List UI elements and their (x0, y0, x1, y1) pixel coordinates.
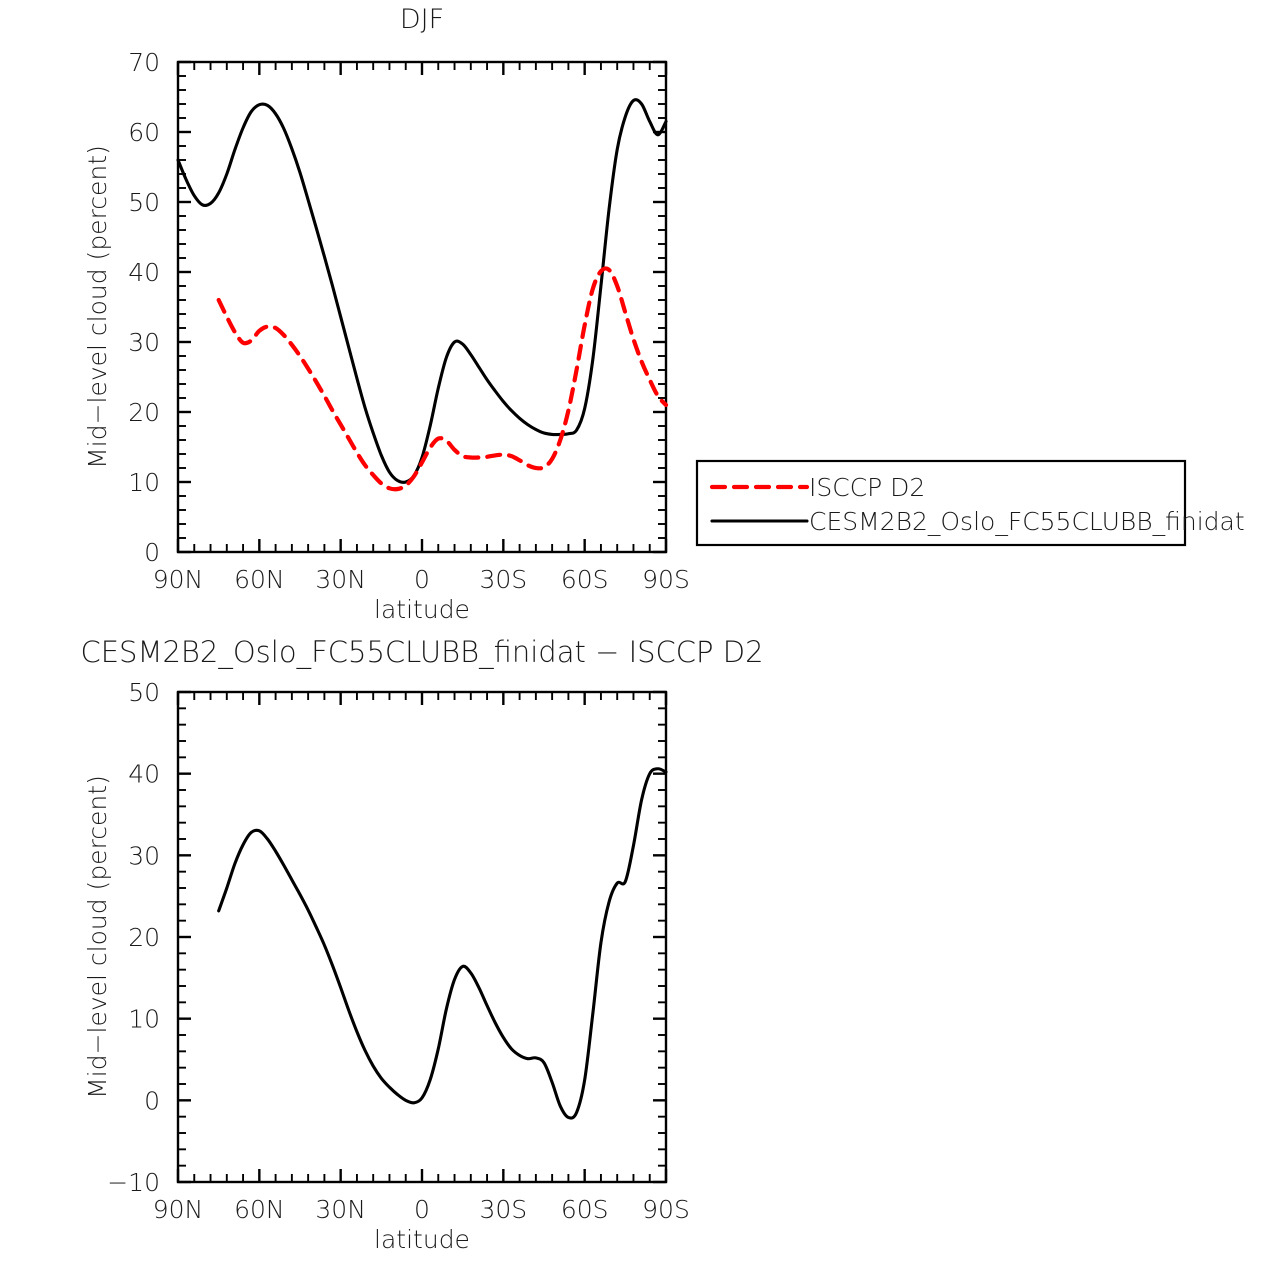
panel-top-frame (176, 60, 668, 554)
panel-top-title: DJF (400, 4, 444, 35)
panel-bottom-frame (176, 690, 668, 1184)
panel-bottom-xtick-labels: 90N 60N 30N 0 30S 60S 90S (153, 1195, 690, 1224)
ytick-label: 0 (144, 1086, 160, 1115)
panel-top-yaxis-title: Mid−level cloud (percent) (83, 145, 112, 469)
xtick-label: 90N (153, 565, 204, 594)
legend-label-cesm: CESM2B2_Oslo_FC55CLUBB_finidat (809, 507, 1245, 536)
panel-bottom-yaxis-title: Mid−level cloud (percent) (83, 775, 112, 1099)
ytick-label: 60 (128, 118, 160, 147)
legend-entry-cesm[interactable]: CESM2B2_Oslo_FC55CLUBB_finidat (710, 507, 1245, 536)
ytick-label: 50 (128, 188, 160, 217)
xtick-label: 60S (561, 565, 609, 594)
legend: ISCCP D2 CESM2B2_Oslo_FC55CLUBB_finidat (695, 459, 1245, 547)
panel-bottom-ytick-labels: −10 0 10 20 30 40 50 (107, 678, 160, 1197)
legend-box (695, 459, 1187, 547)
ytick-label: 10 (128, 468, 160, 497)
panel-bottom-ticks (176, 690, 668, 1184)
ytick-label: 50 (128, 678, 160, 707)
panel-top-series (176, 98, 669, 492)
ytick-label: −10 (107, 1168, 160, 1197)
xtick-label: 60N (234, 565, 285, 594)
xtick-label: 30N (315, 1195, 366, 1224)
legend-entry-isccp[interactable]: ISCCP D2 (709, 473, 925, 502)
panel-bottom-title: CESM2B2_Oslo_FC55CLUBB_finidat − ISCCP D… (80, 635, 763, 670)
panel-top-ticks (176, 60, 668, 554)
panel-bottom-axes: −10 0 10 20 30 40 50 90N 60N 30N 0 30S 60S 90S (107, 678, 690, 1224)
panel-bottom-series (217, 767, 668, 1120)
ytick-label: 40 (128, 258, 160, 287)
panel-bottom-xaxis-title: latitude (374, 1225, 470, 1254)
xtick-label: 60N (234, 1195, 285, 1224)
panel-bottom: CESM2B2_Oslo_FC55CLUBB_finidat − ISCCP D… (80, 635, 763, 1254)
ytick-label: 10 (128, 1005, 160, 1034)
series-model (217, 767, 668, 1120)
ytick-label: 20 (128, 923, 160, 952)
panel-top-xaxis-title: latitude (374, 595, 470, 624)
ytick-label: 70 (128, 48, 160, 77)
xtick-label: 30S (479, 1195, 527, 1224)
ytick-label: 0 (144, 538, 160, 567)
xtick-label: 90N (153, 1195, 204, 1224)
xtick-label: 30N (315, 565, 366, 594)
ytick-label: 20 (128, 398, 160, 427)
ytick-label: 30 (128, 841, 160, 870)
xtick-label: 30S (479, 565, 527, 594)
ytick-label: 40 (128, 760, 160, 789)
panel-top-xtick-labels: 90N 60N 30N 0 30S 60S 90S (153, 565, 690, 594)
panel-top-ytick-labels: 0 10 20 30 40 50 60 70 (128, 48, 160, 567)
xtick-label: 0 (414, 1195, 430, 1224)
series-observation (216, 266, 669, 492)
xtick-label: 90S (642, 1195, 690, 1224)
panel-top-axes: 0 10 20 30 40 50 60 70 90N 60N 30N 0 30S 60S 90S (128, 48, 690, 594)
xtick-label: 60S (561, 1195, 609, 1224)
series-model (176, 98, 668, 484)
xtick-label: 0 (414, 565, 430, 594)
legend-label-isccp: ISCCP D2 (809, 473, 925, 502)
ytick-label: 30 (128, 328, 160, 357)
xtick-label: 90S (642, 565, 690, 594)
